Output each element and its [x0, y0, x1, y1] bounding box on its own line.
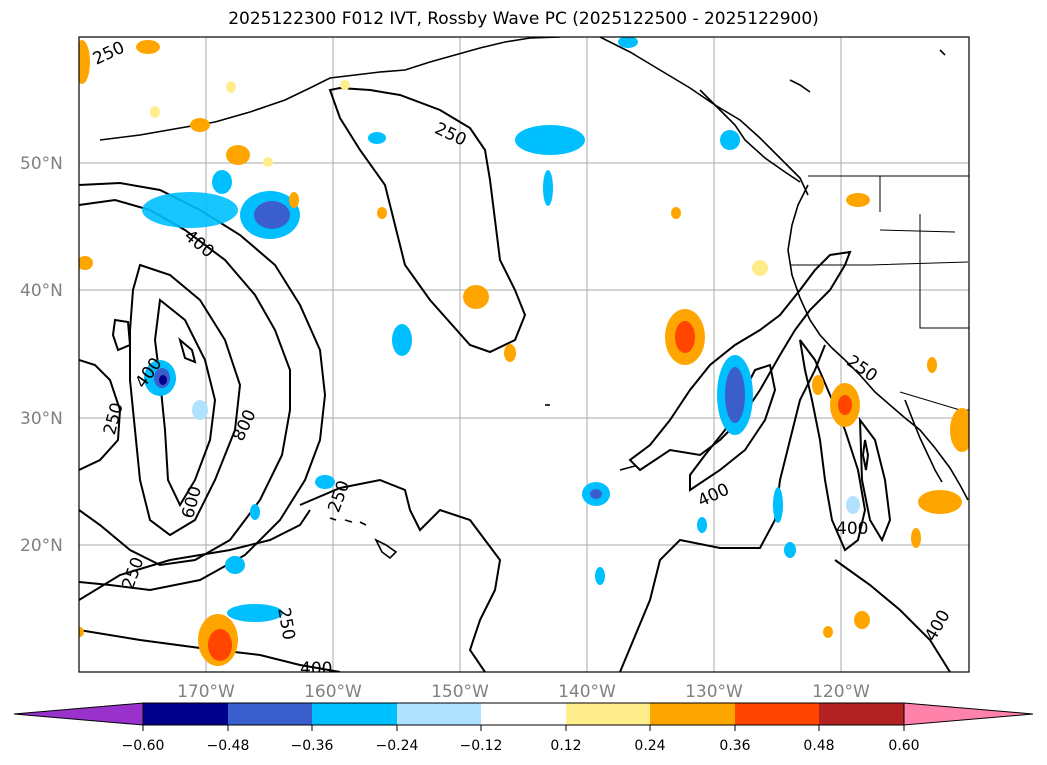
colorbar-segment: [481, 703, 566, 725]
colorbar: −0.60 −0.48 −0.36 −0.24 −0.12 0.12 0.24 …: [13, 702, 1034, 754]
colorbar-segment: [228, 703, 312, 725]
colorbar-segment: [819, 703, 904, 725]
colorbar-tick-label: 0.12: [550, 738, 581, 754]
colorbar-tick-label: −0.48: [207, 738, 250, 754]
colorbar-tick-label: 0.36: [719, 738, 750, 754]
colorbar-tick-label: −0.24: [376, 738, 419, 754]
lon-label: 170°W: [177, 682, 235, 702]
lon-label: 150°W: [431, 682, 489, 702]
contour-label: 400: [300, 659, 332, 679]
colorbar-tick-label: −0.12: [460, 738, 503, 754]
latitude-labels: 50°N 40°N 30°N 20°N: [20, 154, 63, 556]
contour-label: 400: [836, 519, 868, 539]
longitude-labels: 170°W 160°W 150°W 140°W 130°W 120°W: [177, 682, 870, 702]
colorbar-tick-label: 0.48: [803, 738, 834, 754]
colorbar-tick-label: −0.60: [122, 738, 165, 754]
colorbar-extend-right: [903, 702, 1034, 726]
colorbar-tick-label: 0.24: [634, 738, 665, 754]
lat-label: 40°N: [20, 281, 63, 301]
colorbar-segment: [650, 703, 735, 725]
colorbar-segment: [312, 703, 397, 725]
rossby-wave-shading: [79, 37, 969, 666]
lon-label: 140°W: [558, 682, 616, 702]
lon-label: 120°W: [812, 682, 870, 702]
lon-label: 130°W: [685, 682, 743, 702]
lon-label: 160°W: [304, 682, 362, 702]
map-frame: [78, 36, 970, 673]
colorbar-segment: [735, 703, 819, 725]
colorbar-segment: [566, 703, 650, 725]
colorbar-segment: [143, 703, 228, 725]
gridlines: [79, 37, 969, 672]
lat-label: 50°N: [20, 154, 63, 174]
colorbar-segment: [397, 703, 481, 725]
lat-label: 30°N: [20, 409, 63, 429]
map-title: 2025122300 F012 IVT, Rossby Wave PC (202…: [228, 9, 819, 29]
colorbar-extend-left: [13, 702, 144, 726]
colorbar-tick-label: 0.60: [888, 738, 919, 754]
colorbar-tick-label: −0.36: [291, 738, 334, 754]
map-content: 250 250 400 400 800 600 250 250 250 400 …: [79, 37, 969, 679]
lat-label: 20°N: [20, 536, 63, 556]
